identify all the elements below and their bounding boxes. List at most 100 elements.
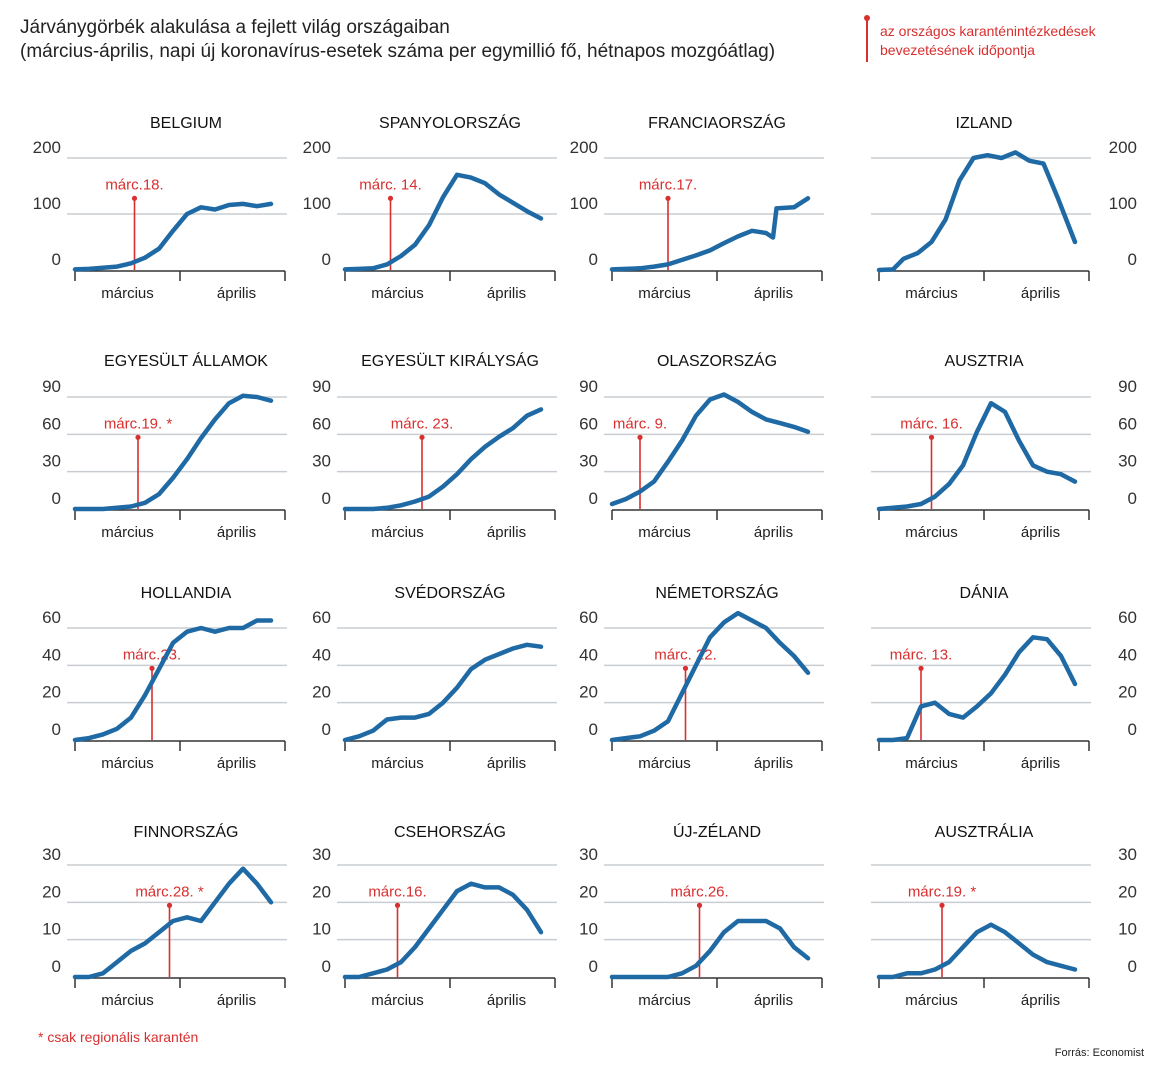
data-line	[609, 918, 811, 980]
footnote: * csak regionális karantén	[38, 1029, 199, 1045]
lockdown-dot	[682, 665, 689, 671]
country-title: FRANCIAORSZÁG	[648, 113, 786, 132]
lockdown-label: márc. 22.	[654, 646, 717, 663]
chart-title-block: Járványgörbék alakulása a fejlett világ …	[20, 16, 775, 64]
lockdown-label: márc.17.	[639, 176, 697, 193]
country-title: FINNORSZÁG	[134, 822, 239, 841]
lockdown-dot	[394, 902, 401, 908]
x-tick-label: április	[487, 755, 526, 772]
lockdown-legend-line1: az országos karanténintézkedések	[880, 23, 1096, 39]
lockdown-label: márc. 13.	[890, 646, 953, 663]
y-tick-label: 20	[1118, 882, 1137, 901]
source-note: Forrás: Economist	[1054, 1047, 1144, 1059]
x-tick-label: március	[371, 755, 424, 772]
x-tick-label: április	[1021, 755, 1060, 772]
y-tick-label: 40	[312, 645, 331, 664]
y-tick-label: 0	[52, 250, 61, 269]
country-title: EGYESÜLT KIRÁLYSÁG	[361, 351, 539, 370]
lockdown-dot	[135, 434, 141, 440]
lockdown-dot	[665, 195, 671, 201]
x-tick-label: április	[217, 524, 256, 541]
y-tick-label: 30	[1118, 452, 1137, 471]
country-title: NÉMETORSZÁG	[655, 583, 778, 602]
data-line	[609, 610, 811, 743]
x-tick-label: március	[371, 524, 424, 541]
country-title: HOLLANDIA	[141, 585, 232, 602]
y-tick-label: 0	[52, 489, 61, 508]
x-tick-label: április	[487, 524, 526, 541]
data-line	[72, 393, 274, 512]
data-line	[342, 642, 544, 743]
country-chart: EGYESÜLT KIRÁLYSÁG 0 30 60 90 március április m…	[312, 351, 557, 541]
data-line	[876, 150, 1078, 273]
y-tick-label: 30	[42, 845, 61, 864]
data-line	[876, 635, 1078, 743]
country-chart: EGYESÜLT ÁLLAMOK 0 30 60 90 március április már…	[42, 351, 287, 541]
y-tick-label: 30	[579, 452, 598, 471]
x-tick-label: március	[905, 524, 958, 541]
y-tick-label: 0	[322, 250, 331, 269]
y-tick-label: 0	[322, 489, 331, 508]
x-tick-label: április	[487, 992, 526, 1009]
y-tick-label: 30	[312, 452, 331, 471]
y-tick-label: 20	[579, 882, 598, 901]
data-line	[342, 407, 544, 512]
lockdown-label: márc. 9.	[613, 415, 667, 432]
y-tick-label: 60	[312, 414, 331, 433]
x-tick-label: április	[754, 992, 793, 1009]
y-tick-label: 30	[42, 452, 61, 471]
y-tick-label: 30	[579, 845, 598, 864]
y-tick-label: 40	[579, 645, 598, 664]
lockdown-dot	[387, 195, 394, 201]
x-tick-label: április	[217, 755, 256, 772]
x-tick-label: április	[1021, 285, 1060, 302]
country-title: SPANYOLORSZÁG	[379, 113, 521, 132]
x-tick-label: április	[487, 285, 526, 302]
y-tick-label: 100	[303, 194, 331, 213]
y-tick-label: 0	[322, 957, 331, 976]
y-tick-label: 30	[312, 845, 331, 864]
country-chart: DÁNIA 0 20 40 60 március április márc. 13.	[871, 583, 1137, 772]
data-line	[72, 201, 274, 272]
y-tick-label: 60	[579, 414, 598, 433]
x-tick-label: március	[101, 524, 154, 541]
y-tick-label: 60	[42, 608, 61, 627]
data-line	[876, 922, 1078, 980]
y-tick-label: 10	[312, 920, 331, 939]
x-tick-label: március	[905, 285, 958, 302]
y-tick-label: 0	[1128, 489, 1137, 508]
lockdown-dot	[918, 665, 924, 671]
lockdown-label: márc.16.	[368, 883, 426, 900]
data-line	[72, 866, 274, 980]
data-line	[342, 172, 544, 272]
country-chart: CSEHORSZÁG 0 10 20 30 március április márc.16.	[312, 822, 557, 1009]
lockdown-label: márc.23.	[123, 646, 181, 663]
x-tick-label: április	[217, 285, 256, 302]
lockdown-label: márc. 16.	[900, 415, 963, 432]
country-title: IZLAND	[956, 115, 1013, 132]
y-tick-label: 100	[570, 194, 598, 213]
x-tick-label: március	[905, 992, 958, 1009]
y-tick-label: 20	[312, 882, 331, 901]
x-tick-label: március	[638, 524, 691, 541]
country-chart: BELGIUM 0 100 200 március április márc.18.	[33, 115, 287, 302]
lockdown-label: márc. 23.	[391, 415, 454, 432]
data-line	[609, 196, 811, 272]
country-title: DÁNIA	[960, 583, 1009, 602]
y-tick-label: 200	[570, 138, 598, 157]
lockdown-legend-marker	[864, 15, 870, 62]
x-tick-label: március	[638, 992, 691, 1009]
country-chart: OLASZORSZÁG 0 30 60 90 március április márc. 9.	[579, 351, 824, 541]
y-tick-label: 90	[42, 377, 61, 396]
y-tick-label: 60	[42, 414, 61, 433]
lockdown-label: márc. 14.	[359, 176, 422, 193]
lockdown-legend-line2: bevezetésének időpontja	[880, 42, 1035, 58]
country-title: EGYESÜLT ÁLLAMOK	[104, 351, 268, 370]
y-tick-label: 0	[52, 720, 61, 739]
country-chart: HOLLANDIA 0 20 40 60 március április márc.23.	[42, 585, 287, 772]
y-tick-label: 20	[1118, 683, 1137, 702]
y-tick-label: 0	[1128, 957, 1137, 976]
x-tick-label: március	[905, 755, 958, 772]
y-tick-label: 10	[1118, 920, 1137, 939]
